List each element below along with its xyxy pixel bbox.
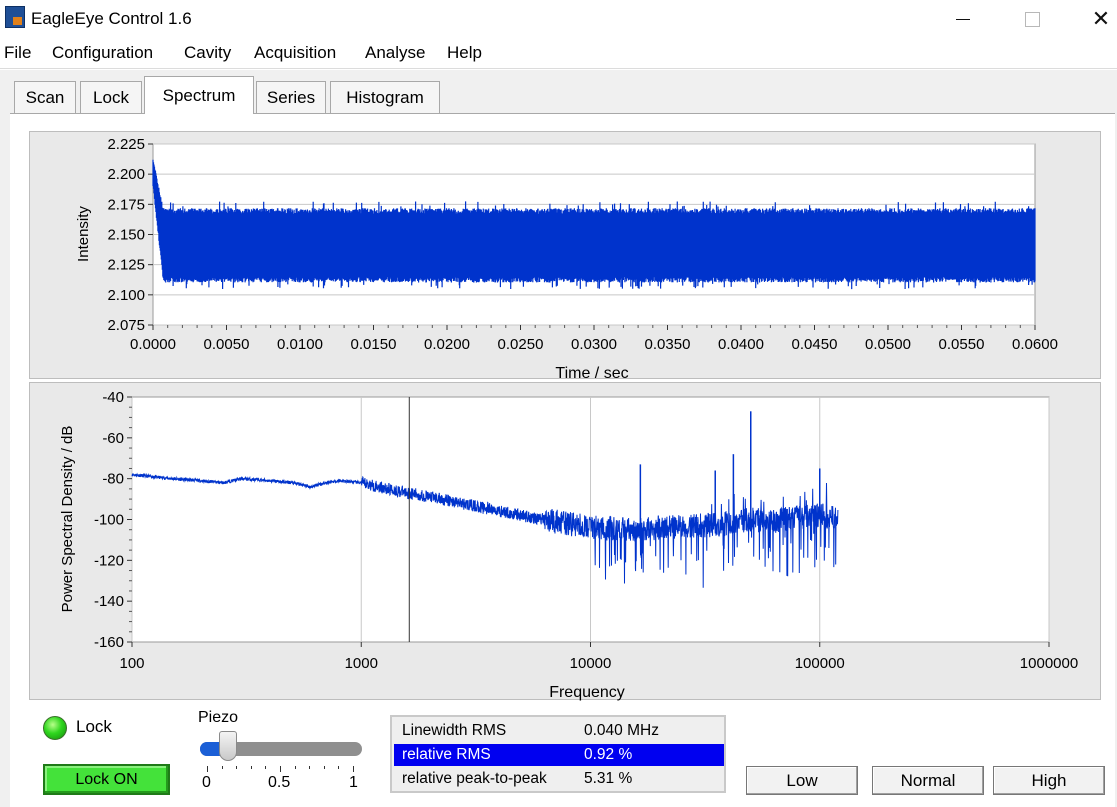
x-axis-label: Frequency bbox=[549, 684, 625, 701]
low-button[interactable]: Low bbox=[746, 766, 858, 795]
x-tick-label: 0.0250 bbox=[498, 336, 544, 353]
intensity-time-chart-svg: 2.075 2.100 2.125 2.150 2.175 2.200 2.225 0.00… bbox=[75, 136, 1058, 382]
x-tick-label: 0.0150 bbox=[351, 336, 397, 353]
piezo-tick bbox=[294, 766, 296, 769]
y-tick-label: -120 bbox=[94, 552, 124, 569]
menu-help[interactable]: Help bbox=[447, 43, 482, 62]
close-button[interactable]: ✕ bbox=[1091, 6, 1111, 31]
piezo-min-label: 0 bbox=[202, 774, 211, 791]
window-title: EagleEye Control 1.6 bbox=[31, 9, 192, 28]
menu-bar: File Configuration Cavity Acquisition An… bbox=[0, 39, 1117, 69]
x-tick-label: 100000 bbox=[795, 655, 845, 672]
x-axis-label: Time / sec bbox=[555, 365, 628, 380]
menu-configuration[interactable]: Configuration bbox=[52, 43, 154, 62]
y-tick-label: -40 bbox=[102, 389, 124, 406]
y-axis-label: Intensity bbox=[75, 206, 92, 262]
piezo-tick bbox=[221, 766, 223, 769]
piezo-tick bbox=[207, 766, 208, 772]
piezo-mid-label: 0.5 bbox=[268, 774, 291, 791]
noise-statistics-table: Linewidth RMS 0.040 MHz relative RMS 0.9… bbox=[390, 715, 726, 793]
intensity-series bbox=[152, 159, 1036, 290]
x-tick-label: 1000 bbox=[345, 655, 378, 672]
menu-acquisition[interactable]: Acquisition bbox=[254, 43, 337, 62]
x-tick-label: 1000000 bbox=[1020, 655, 1078, 672]
y-tick-label: 2.125 bbox=[107, 257, 145, 274]
lock-status-led bbox=[43, 716, 67, 740]
x-tick-label: 0.0050 bbox=[204, 336, 250, 353]
tab-spectrum[interactable]: Spectrum bbox=[144, 76, 254, 114]
y-tick-label: 2.225 bbox=[107, 136, 145, 153]
minimize-button[interactable] bbox=[940, 0, 986, 38]
y-tick-label: 2.150 bbox=[107, 227, 145, 244]
y-tick-label: -140 bbox=[94, 593, 124, 610]
piezo-tick bbox=[280, 766, 281, 772]
y-tick-label: 2.175 bbox=[107, 196, 145, 213]
x-tick-label: 0.0100 bbox=[277, 336, 323, 353]
psd-series bbox=[131, 472, 839, 588]
tab-scan[interactable]: Scan bbox=[14, 81, 76, 113]
piezo-tick bbox=[323, 766, 325, 769]
lock-on-button[interactable]: Lock ON bbox=[43, 764, 170, 795]
piezo-label: Piezo bbox=[198, 709, 239, 726]
x-tick-label: 0.0350 bbox=[645, 336, 691, 353]
y-tick-label: 2.100 bbox=[107, 287, 145, 304]
x-tick-label: 0.0200 bbox=[424, 336, 470, 353]
y-axis-label: Power Spectral Density / dB bbox=[59, 426, 76, 613]
eagleeye-app-icon bbox=[5, 6, 25, 28]
piezo-tick bbox=[236, 766, 238, 769]
power-spectral-density-chart: -40 -60 -80 -100 -120 -140 -160 100 1000 10000 10… bbox=[29, 382, 1101, 701]
y-tick-label: -80 bbox=[102, 471, 124, 488]
y-tick-label: -160 bbox=[94, 634, 124, 651]
x-tick-label: 100 bbox=[119, 655, 144, 672]
x-tick-label: 0.0550 bbox=[939, 336, 985, 353]
tab-histogram[interactable]: Histogram bbox=[330, 81, 440, 113]
y-tick-label: 2.075 bbox=[107, 317, 145, 334]
y-tick-label: 2.200 bbox=[107, 166, 145, 183]
piezo-tick bbox=[265, 766, 267, 769]
x-tick-label: 0.0300 bbox=[571, 336, 617, 353]
x-tick-label: 0.0000 bbox=[130, 336, 176, 353]
piezo-tick bbox=[353, 766, 354, 772]
piezo-tick bbox=[338, 766, 340, 769]
tab-series[interactable]: Series bbox=[256, 81, 326, 113]
x-tick-label: 0.0450 bbox=[792, 336, 838, 353]
stat-row-linewidth-rms[interactable]: Linewidth RMS 0.040 MHz bbox=[402, 722, 659, 739]
maximize-button[interactable] bbox=[1009, 0, 1055, 38]
tab-lock[interactable]: Lock bbox=[80, 81, 142, 113]
piezo-slider-thumb[interactable] bbox=[219, 731, 237, 761]
piezo-max-label: 1 bbox=[349, 774, 358, 791]
normal-button[interactable]: Normal bbox=[872, 766, 984, 795]
y-tick-label: -60 bbox=[102, 430, 124, 447]
stat-row-relative-peak-to-peak[interactable]: relative peak-to-peak 5.31 % bbox=[402, 770, 633, 787]
piezo-tick bbox=[250, 766, 252, 769]
x-tick-label: 0.0500 bbox=[865, 336, 911, 353]
menu-cavity[interactable]: Cavity bbox=[184, 43, 232, 62]
x-tick-label: 0.0400 bbox=[718, 336, 764, 353]
high-button[interactable]: High bbox=[993, 766, 1105, 795]
x-tick-label: 10000 bbox=[570, 655, 612, 672]
menu-analyse[interactable]: Analyse bbox=[365, 43, 426, 62]
stat-row-relative-rms[interactable]: relative RMS 0.92 % bbox=[394, 744, 724, 766]
power-spectral-density-chart-svg: -40 -60 -80 -100 -120 -140 -160 100 1000 10000 10… bbox=[59, 389, 1078, 701]
title-bar: EagleEye Control 1.6 ✕ bbox=[0, 0, 1117, 38]
y-tick-label: -100 bbox=[94, 512, 124, 529]
lock-status-label: Lock bbox=[76, 717, 112, 736]
menu-file[interactable]: File bbox=[4, 43, 32, 62]
piezo-tick bbox=[309, 766, 311, 769]
intensity-time-chart: 2.075 2.100 2.125 2.150 2.175 2.200 2.225 0.00… bbox=[29, 131, 1101, 382]
x-tick-label: 0.0600 bbox=[1012, 336, 1058, 353]
